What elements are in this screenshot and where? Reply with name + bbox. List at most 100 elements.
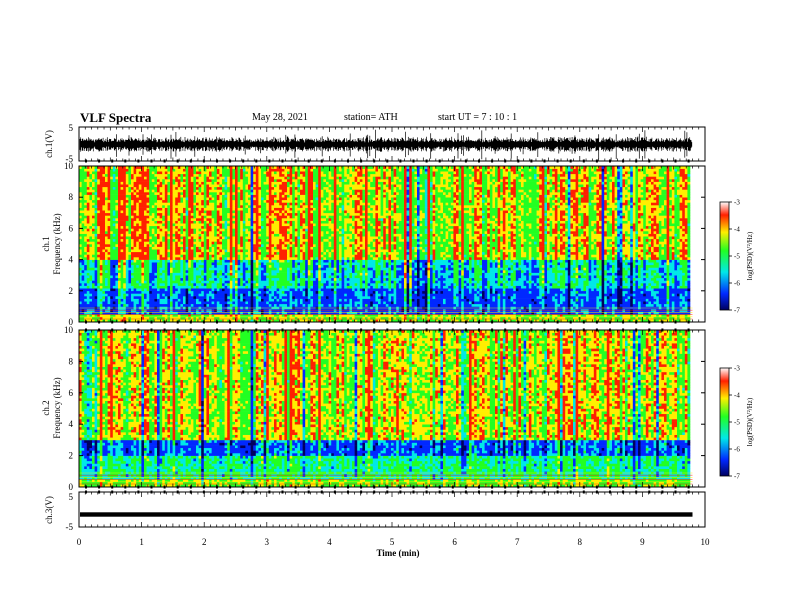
ch1-spectrogram-cell [175, 249, 181, 253]
ch1-spectrogram-cell [536, 280, 540, 284]
ch1-spectrogram-cell [183, 244, 186, 247]
ch1-spectrogram-cell [570, 311, 576, 315]
ch1-spectrogram-cell [625, 238, 628, 242]
ch1-spectrogram-cell [349, 264, 353, 268]
ch1-spectrogram-cell [427, 319, 431, 323]
ch1-spectrogram-cell [297, 319, 301, 323]
ch1-spectrogram-cell [593, 246, 597, 250]
ch1-spectrogram-cell [404, 316, 407, 320]
ch1-spectrogram-cell [172, 270, 181, 273]
ch1-spectrogram-cell [357, 246, 361, 250]
ch1-spectrogram-cell [645, 259, 649, 263]
ch1-spectrogram-cell [331, 314, 335, 318]
ch1-spectrogram-cell [281, 285, 285, 289]
ch1-spectrogram-cell [430, 316, 433, 320]
ch1-spectrogram-cell [258, 316, 267, 320]
ch1-spectrogram-cell [427, 301, 431, 305]
ch1-spectrogram-cell [294, 251, 298, 255]
ch1-spectrogram-cell [271, 241, 280, 245]
ch1-spectrogram-cell [495, 238, 498, 242]
ch1-spectrogram-cell [391, 272, 394, 276]
ch1-spectrogram-cell [463, 277, 470, 281]
ch1-spectrogram-cell [604, 264, 608, 268]
ch1-spectrogram-cell [630, 296, 634, 299]
ch1-spectrogram-cell [183, 280, 186, 284]
ch1-spectrogram-cell [448, 264, 452, 268]
ch1-spectrogram-cell [250, 293, 254, 297]
ch1-spectrogram-cell [232, 301, 236, 305]
ch1-spectrogram-cell [237, 249, 241, 253]
ch1-spectrogram-cell [97, 293, 108, 297]
ch1-spectrogram-cell [648, 246, 652, 250]
ch1-spectrogram-cell [619, 285, 623, 289]
ch1-spectrogram-cell [274, 296, 277, 299]
ch1-spectrogram-cell [214, 241, 218, 245]
ch1-spectrogram-cell [292, 238, 296, 242]
ch1-spectrogram-cell [687, 249, 691, 253]
ch1-spectrogram-cell [237, 251, 244, 255]
ch1-spectrogram-cell [320, 316, 324, 320]
ch1-spectrogram-cell [385, 257, 389, 260]
ch1-spectrogram-cell [458, 277, 462, 281]
ch1-spectrogram-cell [365, 280, 368, 284]
ch1-spectrogram-cell [365, 241, 368, 245]
ch1-spectrogram-cell [86, 246, 90, 250]
ch1-spectrogram-cell [261, 249, 267, 253]
ch1-spectrogram-cell [170, 277, 173, 281]
ch1-spectrogram-cell [349, 244, 353, 247]
ch1-spectrogram-cell [125, 238, 129, 242]
ch1-spectrogram-cell [635, 316, 639, 320]
ch1-spectrogram-cell [323, 275, 327, 279]
ch1-spectrogram-cell [606, 280, 610, 284]
ch1-spectrogram-cell [89, 238, 98, 242]
ch1-spectrogram-cell [79, 236, 82, 240]
ch1-spectrogram-cell [544, 301, 556, 305]
ch1-spectrogram-cell [297, 280, 301, 284]
ch1-spectrogram-cell [331, 288, 335, 292]
ch1-spectrogram-cell [320, 236, 329, 240]
ch1-spectrogram-cell [136, 288, 142, 292]
ch1-spectrogram-cell [255, 280, 259, 284]
ch1-spectrogram-cell [635, 275, 639, 279]
ch1-spectrogram-cell [232, 244, 236, 247]
ch1-spectrogram-cell [391, 238, 394, 242]
ch1-spectrogram-cell [266, 254, 275, 258]
ch1-spectrogram-cell [435, 316, 439, 320]
ch1-spectrogram-cell [404, 264, 407, 268]
ch1-spectrogram-cell [292, 249, 296, 253]
ch1-spectrogram-cell [502, 264, 509, 268]
ch1-spectrogram-cell [297, 288, 301, 292]
ch1-spectrogram-cell [523, 262, 530, 266]
ch1-spectrogram-cell [474, 267, 483, 271]
ch1-spectrogram-cell [398, 238, 405, 242]
ch1-spectrogram-cell [612, 238, 615, 242]
ch1-spectrogram-cell [289, 249, 293, 253]
ch1-spectrogram-cell [185, 249, 189, 253]
ch1-spectrogram-cell [471, 259, 475, 263]
ch1-spectrogram-cell [229, 275, 236, 279]
ch1-spectrogram-cell [430, 270, 433, 273]
ch1-spectrogram-cell [495, 257, 498, 260]
ch1-spectrogram-cell [79, 314, 88, 318]
ch1-spectrogram-cell [606, 288, 613, 292]
ch1-spectrogram-cell [528, 319, 532, 323]
ch1-spectrogram-cell [393, 316, 397, 320]
ch1-spectrogram-cell [144, 311, 147, 315]
ch1-spectrogram-cell [302, 254, 306, 258]
ch1-spectrogram-cell [198, 236, 202, 240]
ch1-spectrogram-cell [328, 303, 332, 307]
ch1-spectrogram-cell [528, 303, 532, 307]
ch1-spectrogram-cell [648, 298, 657, 302]
ch1-spectrogram-cell [203, 283, 207, 286]
ch1-spectrogram-cell [131, 277, 142, 281]
ch1-spectrogram-cell [567, 238, 571, 242]
ch1-spectrogram-cell [521, 251, 527, 255]
ch1-spectrogram-cell [487, 314, 491, 318]
ch1-spectrogram-cell [560, 277, 566, 281]
ch1-spectrogram-cell [188, 283, 194, 286]
ch1-spectrogram-cell [86, 280, 90, 284]
ch1-spectrogram-cell [435, 280, 439, 284]
ch1-spectrogram-cell [565, 280, 569, 284]
ch1-spectrogram-cell [456, 238, 462, 242]
ch1-spectrogram-cell [118, 254, 127, 258]
